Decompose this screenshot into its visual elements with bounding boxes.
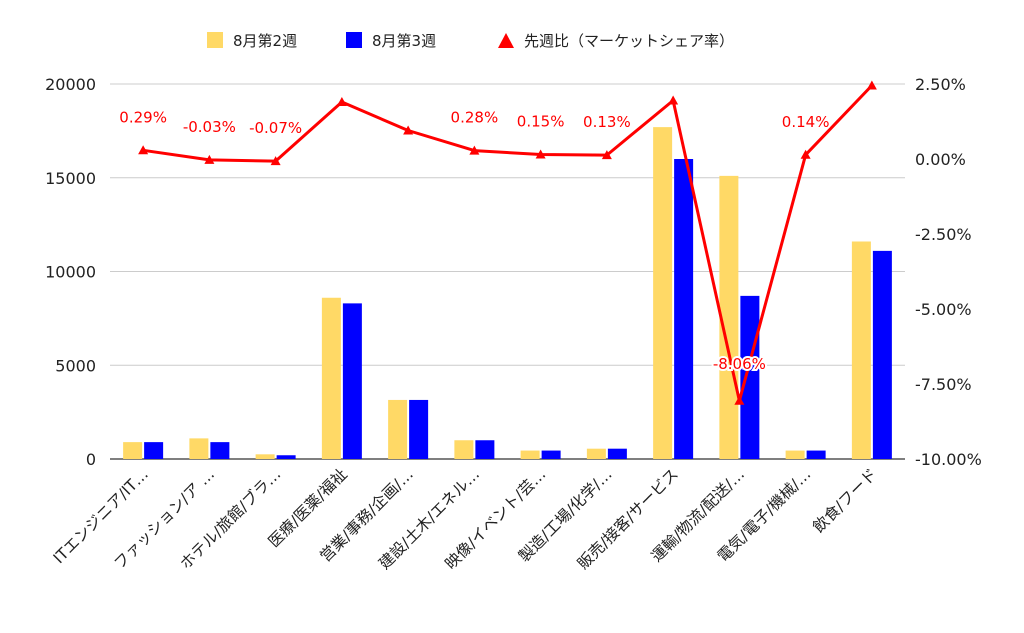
bar-week3 [276,455,296,459]
bar-week2 [189,438,209,459]
legend-label-ratio: 先週比（マーケットシェア率） [524,32,734,50]
bar-week2 [520,450,540,459]
legend: 8月第2週 8月第3週 先週比（マーケットシェア率） [207,32,734,50]
ratio-data-label: 0.13% [583,113,631,131]
bar-week3 [740,295,760,459]
ratio-point-marker [535,149,546,159]
bar-week2 [785,450,805,459]
right-tick-label: -10.00% [915,450,982,469]
right-tick-label: -7.50% [915,375,972,394]
right-tick-label: -5.00% [915,300,972,319]
ratio-data-label: -8.06% [713,355,766,373]
legend-label-week2: 8月第2週 [233,32,297,50]
bar-week3 [342,303,362,459]
ratio-point-marker [800,149,811,159]
bar-week3 [674,159,694,459]
bar-week3 [409,399,429,459]
bar-week2 [255,454,275,459]
ratio-point-marker [138,145,149,155]
left-tick-label: 5000 [55,356,96,375]
ratio-point-marker [270,156,281,166]
ratio-data-label: 0.14% [782,113,830,131]
bar-week3 [806,450,826,459]
ratio-point-marker [403,125,414,135]
ratio-series-line [142,84,873,403]
right-tick-label: -2.50% [915,225,972,244]
category-label: 飲食/フード [809,465,880,536]
left-tick-label: 0 [86,450,96,469]
ratio-data-label: 0.29% [119,108,167,126]
legend-label-week3: 8月第3週 [372,32,436,50]
ratio-line: 0.29% -0.03% -0.07% 0.28% 0.15% 0.13% -8.06% 0.… [117,80,877,405]
legend-swatch-ratio-triangle [498,33,514,48]
bar-week3 [210,442,230,459]
ratio-point-marker [469,145,480,155]
ratio-data-label: 0.15% [517,113,565,131]
right-axis: 2.50% 0.00% -2.50% -5.00% -7.50% -10.00% [915,75,982,469]
bar-week2 [653,127,673,459]
legend-swatch-week3 [346,32,362,48]
ratio-point-marker [601,150,612,160]
bar-week2 [454,440,474,459]
left-tick-label: 20000 [45,75,96,94]
bars [123,127,892,459]
gridlines [110,83,905,460]
left-axis: 0 5000 10000 15000 20000 [45,75,96,469]
right-tick-label: 2.50% [915,75,966,94]
ratio-data-label: -0.07% [249,119,302,137]
bar-week3 [607,448,627,459]
x-axis-labels: ITエンジニア/IT…ファッション/ア …ホテル/旅館/ブラ…医療/医薬/福祉営… [50,464,881,573]
bar-week2 [123,442,143,459]
bar-week3 [872,250,892,459]
ratio-data-label: -0.03% [183,118,236,136]
bar-week2 [851,241,871,459]
left-tick-label: 10000 [45,263,96,282]
ratio-point-marker [204,154,215,164]
bar-week2 [388,399,408,459]
ratio-point-marker [734,395,745,405]
ratio-data-label: 0.28% [451,109,499,127]
bar-week3 [541,450,561,459]
right-tick-label: 0.00% [915,150,966,169]
ratio-point-marker [866,80,877,90]
ratio-point-marker [336,97,347,106]
bar-week2 [321,297,341,459]
legend-swatch-week2 [207,32,223,48]
bar-week2 [719,175,739,459]
bar-week3 [144,442,164,459]
bar-week2 [586,448,606,459]
bar-week3 [475,440,495,459]
left-tick-label: 15000 [45,169,96,188]
ratio-point-marker [668,95,679,105]
